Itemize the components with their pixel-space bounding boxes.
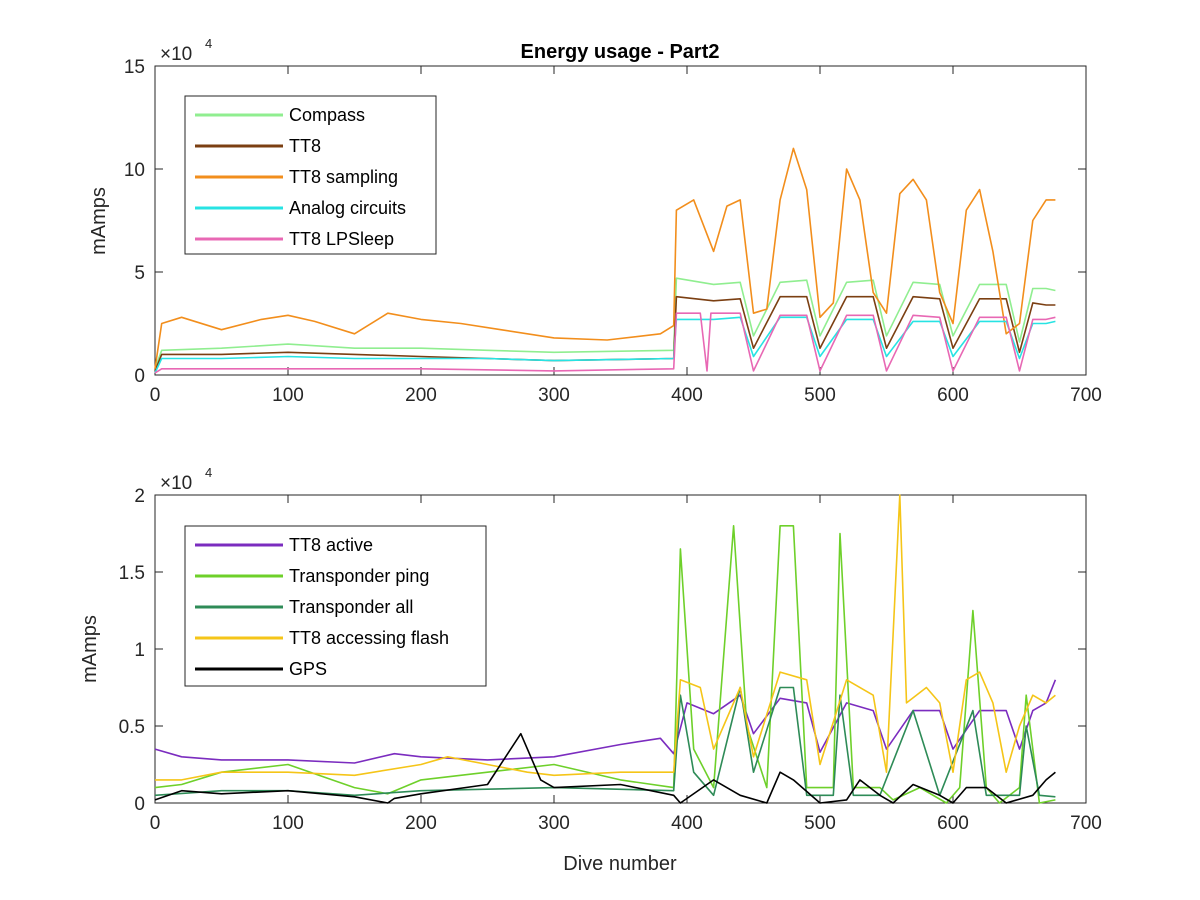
y-exponent-power-top: 4	[205, 36, 212, 51]
x-tick-label-bottom-4: 400	[671, 813, 703, 834]
x-tick-label-bottom-5: 500	[804, 813, 836, 834]
x-tick-label-top-3: 300	[538, 385, 570, 406]
x-tick-label-bottom-7: 700	[1070, 813, 1102, 834]
chart-title-top: Energy usage - Part2	[521, 41, 720, 63]
axes-ticks-top: 0 100 200 300 400 500 600 700 0 5 10 15	[124, 57, 1102, 406]
x-tick-label-bottom-6: 600	[937, 813, 969, 834]
y-tick-label-bottom-2: 1	[134, 640, 145, 661]
series-line-top-0	[154, 277, 1056, 370]
legend-label-top-2: TT8 sampling	[289, 167, 398, 187]
x-tick-label-top-7: 700	[1070, 385, 1102, 406]
x-tick-label-top-1: 100	[272, 385, 304, 406]
y-tick-label-top-2: 10	[124, 160, 145, 181]
legend-label-bottom-2: Transponder all	[289, 597, 413, 617]
legend-box-top	[184, 95, 437, 255]
axes-ticks-bottom: 0 100 200 300 400 500 600 700 0 0.5 1 1.5 2	[119, 486, 1102, 834]
series-group-top	[154, 147, 1056, 374]
y-exponent-base-bottom: ×10	[160, 473, 192, 494]
y-exponent-bottom: ×10 4	[160, 465, 212, 494]
series-line-top-3	[154, 316, 1056, 374]
y-tick-label-bottom-1: 0.5	[119, 717, 145, 738]
legend-label-top-3: Analog circuits	[289, 198, 406, 218]
series-line-bottom-0	[154, 679, 1057, 764]
y-exponent-base-top: ×10	[160, 44, 192, 65]
legend-label-top-1: TT8	[289, 136, 321, 156]
series-line-top-1	[154, 295, 1056, 372]
y-exponent-top: ×10 4	[160, 36, 212, 65]
series-line-bottom-3	[155, 494, 1056, 781]
series-line-top-2	[154, 147, 1056, 369]
x-tick-label-top-6: 600	[937, 385, 969, 406]
x-tick-label-top-2: 200	[405, 385, 437, 406]
legend-bottom: TT8 active Transponder ping Transponder al…	[184, 525, 487, 687]
x-tick-label-top-0: 0	[150, 385, 161, 406]
legend-label-bottom-0: TT8 active	[289, 535, 373, 555]
legend-label-bottom-4: GPS	[289, 659, 327, 679]
x-tick-label-bottom-1: 100	[272, 813, 304, 834]
x-tick-label-bottom-2: 200	[405, 813, 437, 834]
x-axis-label-bottom: Dive number	[563, 853, 677, 875]
x-tick-label-bottom-0: 0	[150, 813, 161, 834]
series-line-bottom-1	[154, 525, 1056, 804]
y-tick-label-top-0: 0	[134, 366, 145, 387]
y-tick-label-bottom-3: 1.5	[119, 563, 145, 584]
x-tick-label-top-4: 400	[671, 385, 703, 406]
y-tick-label-top-1: 5	[134, 263, 145, 284]
chart-top: Energy usage - Part2 mAmps ×10 4 0 100 200…	[88, 36, 1102, 406]
y-axis-label-bottom: mAmps	[79, 615, 101, 683]
series-group-bottom	[154, 494, 1057, 804]
chart-bottom: Dive number mAmps ×10 4 0 100 200 300 400 500…	[79, 465, 1102, 875]
y-tick-label-bottom-4: 2	[134, 486, 145, 507]
series-line-bottom-4	[154, 732, 1056, 804]
y-tick-label-top-3: 15	[124, 57, 145, 78]
y-exponent-power-bottom: 4	[205, 465, 212, 480]
x-tick-label-top-5: 500	[804, 385, 836, 406]
legend-label-top-4: TT8 LPSleep	[289, 229, 394, 249]
legend-label-bottom-1: Transponder ping	[289, 566, 429, 586]
legend-top: Compass TT8 TT8 sampling Analog circuits TT8…	[184, 95, 437, 255]
y-axis-label-top: mAmps	[88, 187, 110, 255]
y-tick-label-bottom-0: 0	[134, 794, 145, 815]
x-tick-label-bottom-3: 300	[538, 813, 570, 834]
legend-label-top-0: Compass	[289, 105, 365, 125]
series-line-bottom-2	[154, 686, 1056, 798]
series-line-top-4	[154, 312, 1056, 374]
legend-label-bottom-3: TT8 accessing flash	[289, 628, 449, 648]
